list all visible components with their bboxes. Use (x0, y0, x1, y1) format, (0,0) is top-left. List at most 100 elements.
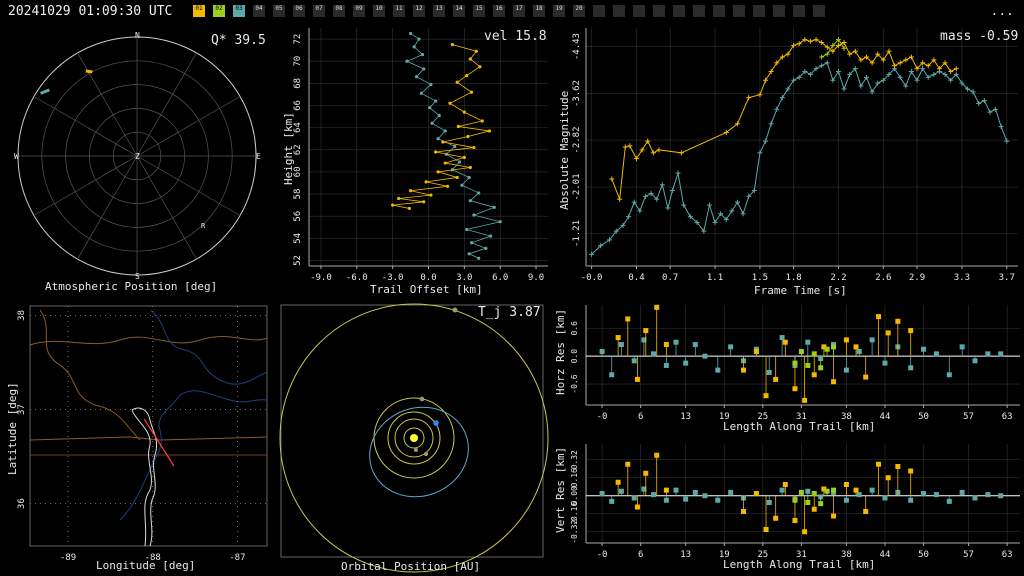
station-toggle-blank-26[interactable] (713, 5, 725, 17)
residual-point-03 (766, 369, 772, 375)
x-tick-label: 9.0 (528, 273, 544, 283)
height-offset-chart: -9.0 -6.0 -3.0 0.0 3.0 6.0 9.0 52 54 56 58 60 62 64 66… (282, 28, 548, 296)
residual-point-03 (843, 497, 849, 503)
y-tick-label: 62 (293, 144, 303, 155)
y-tick-label: -2.01 (572, 174, 582, 201)
polar-track-01 (85, 69, 93, 74)
x-tick-label: -89 (60, 553, 76, 563)
station-toggle-06[interactable]: 06 (293, 5, 305, 17)
residual-point-03 (599, 349, 605, 355)
station-toggle-blank-22[interactable] (633, 5, 645, 17)
station-toggle-16[interactable]: 16 (493, 5, 505, 17)
station-toggle-blank-31[interactable] (813, 5, 825, 17)
station-toggle-05[interactable]: 05 (273, 5, 285, 17)
station-toggle-18[interactable]: 18 (533, 5, 545, 17)
station-toggle-17[interactable]: 17 (513, 5, 525, 17)
series-point-01 (407, 206, 411, 211)
magnitude-annotation: mass -0.59 (940, 29, 1018, 44)
series-point-03 (428, 106, 432, 110)
station-toggle-blank-28[interactable] (753, 5, 765, 17)
x-tick-label: 1.5 (752, 273, 768, 283)
series-point-03 (467, 252, 471, 256)
residual-point-01 (853, 487, 859, 493)
residual-point-01 (863, 509, 869, 514)
residual-point-01 (843, 337, 849, 343)
station-toggle-blank-24[interactable] (673, 5, 685, 17)
x-tick-label: 44 (880, 550, 891, 560)
station-toggle-blank-20[interactable] (593, 5, 605, 17)
map-river-brown (39, 309, 141, 441)
polar-track-03 (39, 88, 50, 95)
station-toggle-14[interactable]: 14 (453, 5, 465, 17)
residual-point-03 (631, 358, 637, 364)
station-toggle-01[interactable]: 01 (193, 5, 205, 17)
series-point-03 (477, 256, 481, 260)
height-ylabel: Height [km] (282, 112, 295, 185)
residual-point-01 (876, 461, 882, 467)
polar-grid-spoke (77, 155, 138, 260)
residual-point-03 (921, 346, 927, 352)
residual-point-03 (933, 351, 939, 357)
station-toggle-02[interactable]: 02 (213, 5, 225, 17)
series-point-01 (478, 65, 482, 69)
x-tick-label: -88 (145, 553, 161, 563)
station-toggle-07[interactable]: 07 (313, 5, 325, 17)
series-point-03 (443, 129, 447, 133)
vertical-residual-chart: -0 6 13 19 25 31 38 44 50 57 63 0.320.160.00-0.16-0… (554, 444, 1020, 571)
orbit-meteoroid (369, 406, 469, 498)
station-toggle-blank-21[interactable] (613, 5, 625, 17)
page-title: 20241029 01:09:30 UTC (8, 4, 173, 19)
x-tick-label: -6.0 (346, 273, 368, 283)
residual-point-03 (805, 488, 811, 494)
residual-point-01 (908, 468, 914, 474)
y-tick-label: 66 (293, 100, 303, 111)
y-tick-label: 56 (293, 211, 303, 222)
station-toggle-13[interactable]: 13 (433, 5, 445, 17)
station-toggle-12[interactable]: 12 (413, 5, 425, 17)
station-toggle-03[interactable]: 03 (233, 5, 245, 17)
series-point-01 (443, 161, 447, 165)
y-tick-label: -4.43 (572, 33, 582, 60)
y-tick-label: 68 (293, 78, 303, 89)
series-point-01 (436, 170, 440, 174)
residual-point-02 (831, 344, 837, 350)
series-point-01 (441, 140, 445, 144)
station-toggle-04[interactable]: 04 (253, 5, 265, 17)
x-tick-label: 63 (1002, 412, 1013, 422)
station-toggle-blank-29[interactable] (773, 5, 785, 17)
horizontal-residual-chart: -0 6 13 19 25 31 38 44 50 57 63 0.6 0.0 -0.6 Length Al… (554, 304, 1020, 433)
station-toggle-08[interactable]: 08 (333, 5, 345, 17)
polar-grid-spoke (136, 155, 197, 260)
polar-grid-spoke (77, 52, 138, 157)
series-point-01 (424, 180, 428, 184)
x-tick-label: 0.0 (420, 273, 436, 283)
y-tick-label: 38 (17, 310, 27, 321)
station-toggle-blank-27[interactable] (733, 5, 745, 17)
residual-point-01 (908, 328, 914, 334)
map-border-brown (29, 436, 268, 441)
station-toggle-19[interactable]: 19 (553, 5, 565, 17)
station-toggle-10[interactable]: 10 (373, 5, 385, 17)
residual-point-01 (634, 504, 640, 510)
station-toggle-blank-25[interactable] (693, 5, 705, 17)
residual-point-03 (651, 492, 657, 498)
x-tick-label: -3.0 (382, 273, 404, 283)
station-toggle-09[interactable]: 09 (353, 5, 365, 17)
more-menu-button[interactable]: ... (990, 4, 1014, 19)
residual-point-03 (702, 493, 708, 499)
station-toggle-20[interactable]: 20 (573, 5, 585, 17)
residual-point-01 (773, 515, 779, 521)
polar-chart: N E S W Z R Q* 39.5 Atmospheric Position [deg] (14, 31, 266, 293)
ground-map: -89 -88 -87 38 37 36 Longitude [deg] Latitude [… (6, 305, 268, 572)
y-tick-label: -1.21 (572, 220, 582, 247)
station-toggle-11[interactable]: 11 (393, 5, 405, 17)
height-annotation: vel 15.8 (484, 29, 547, 44)
residual-point-01 (615, 479, 621, 485)
residual-point-01 (753, 349, 759, 355)
station-toggle-blank-30[interactable] (793, 5, 805, 17)
residual-point-01 (876, 314, 882, 320)
series-point-03 (429, 82, 433, 87)
station-toggle-15[interactable]: 15 (473, 5, 485, 17)
x-tick-label: 1.8 (785, 273, 801, 283)
station-toggle-blank-23[interactable] (653, 5, 665, 17)
